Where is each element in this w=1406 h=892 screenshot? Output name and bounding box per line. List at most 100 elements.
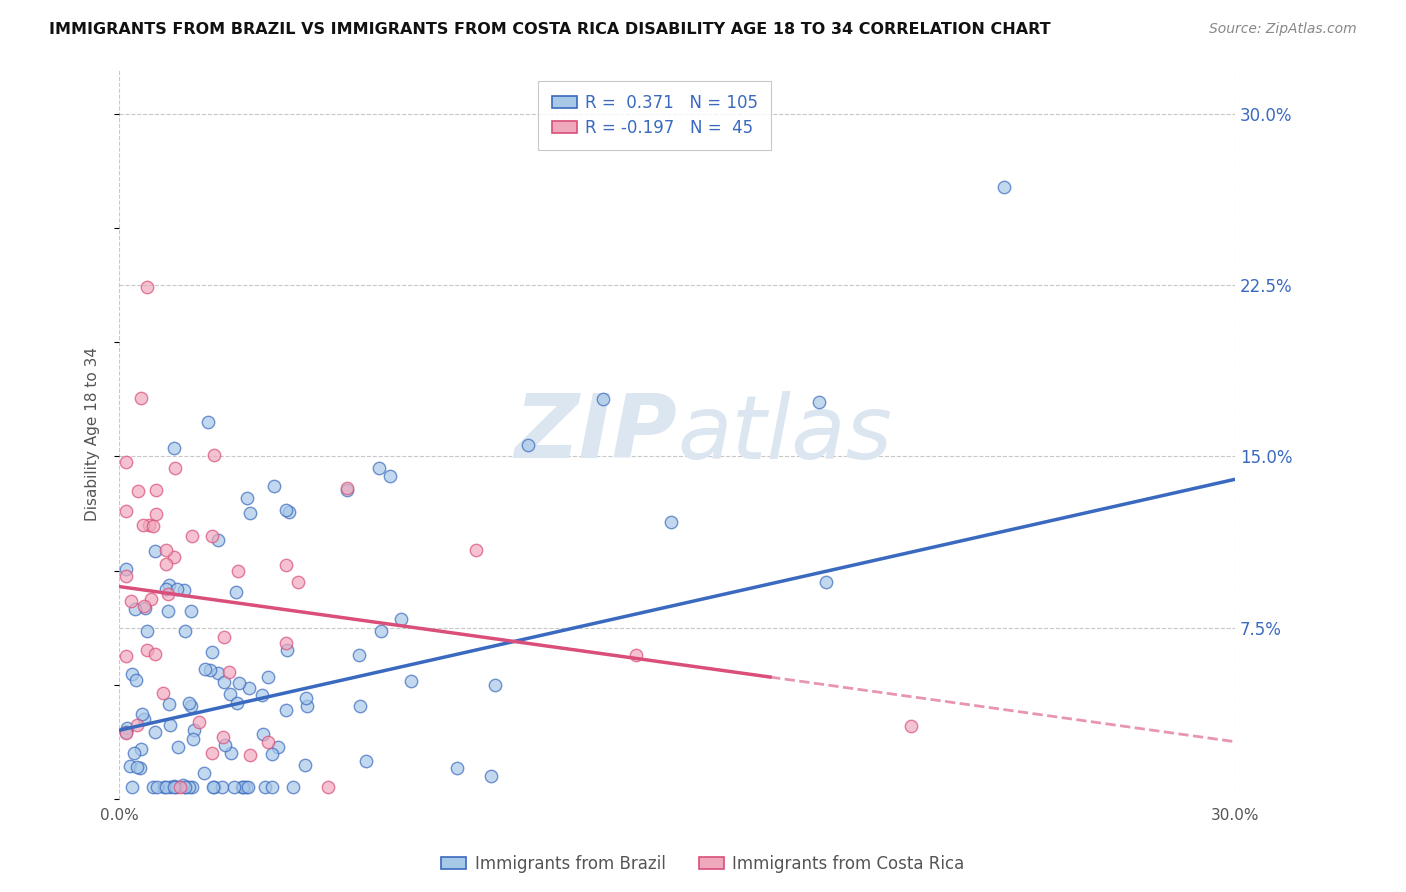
Point <box>267 739 290 754</box>
Point <box>180 604 202 618</box>
Point <box>129 392 152 406</box>
Point <box>399 674 422 689</box>
Point <box>129 761 152 775</box>
Point <box>115 649 138 664</box>
Point <box>316 780 339 795</box>
Point <box>125 673 148 687</box>
Point <box>155 780 177 795</box>
Point <box>127 760 149 774</box>
Point <box>239 506 262 520</box>
Point <box>136 624 159 638</box>
Point <box>183 723 205 738</box>
Point <box>145 483 167 497</box>
Point <box>169 780 191 795</box>
Point <box>121 780 143 795</box>
Point <box>194 662 217 676</box>
Point <box>349 699 371 714</box>
Point <box>368 461 391 475</box>
Point <box>115 504 138 518</box>
Point <box>465 543 488 558</box>
Point <box>257 670 280 684</box>
Point <box>129 741 152 756</box>
Point <box>283 780 305 795</box>
Point <box>517 438 540 452</box>
Point <box>202 448 225 462</box>
Point <box>145 507 167 521</box>
Point <box>143 647 166 661</box>
Point <box>278 505 301 519</box>
Point <box>141 592 163 607</box>
Point <box>115 455 138 469</box>
Point <box>155 582 177 596</box>
Point <box>336 481 359 495</box>
Point <box>659 516 682 530</box>
Point <box>214 675 236 690</box>
Point <box>235 491 257 505</box>
Text: IMMIGRANTS FROM BRAZIL VS IMMIGRANTS FROM COSTA RICA DISABILITY AGE 18 TO 34 COR: IMMIGRANTS FROM BRAZIL VS IMMIGRANTS FRO… <box>49 22 1050 37</box>
Point <box>252 727 274 741</box>
Point <box>262 780 284 795</box>
Point <box>295 691 318 706</box>
Point <box>239 748 262 763</box>
Point <box>446 761 468 775</box>
Point <box>172 778 194 792</box>
Y-axis label: Disability Age 18 to 34: Disability Age 18 to 34 <box>86 347 100 521</box>
Point <box>115 725 138 739</box>
Point <box>276 558 298 572</box>
Point <box>274 635 297 649</box>
Point <box>201 746 224 760</box>
Point <box>218 687 240 701</box>
Point <box>180 529 202 543</box>
Point <box>163 779 186 793</box>
Point <box>295 698 318 713</box>
Point <box>262 747 284 761</box>
Point <box>163 780 186 795</box>
Point <box>181 731 204 746</box>
Point <box>115 562 138 576</box>
Point <box>157 698 180 712</box>
Point <box>145 544 167 558</box>
Point <box>250 688 273 702</box>
Point <box>155 557 177 571</box>
Point <box>159 780 181 795</box>
Point <box>214 739 236 753</box>
Point <box>156 587 179 601</box>
Point <box>163 549 186 564</box>
Point <box>294 757 316 772</box>
Text: ZIP: ZIP <box>515 390 678 477</box>
Point <box>226 564 249 578</box>
Point <box>198 663 221 677</box>
Point <box>204 780 226 795</box>
Point <box>263 478 285 492</box>
Point <box>120 593 142 607</box>
Point <box>134 712 156 726</box>
Point <box>807 395 830 409</box>
Point <box>152 686 174 700</box>
Point <box>131 706 153 721</box>
Point <box>166 739 188 754</box>
Point <box>121 667 143 681</box>
Point <box>127 718 149 732</box>
Text: atlas: atlas <box>678 391 891 476</box>
Point <box>181 780 204 795</box>
Point <box>134 599 156 614</box>
Point <box>254 780 277 795</box>
Legend: Immigrants from Brazil, Immigrants from Costa Rica: Immigrants from Brazil, Immigrants from … <box>434 848 972 880</box>
Point <box>153 780 176 795</box>
Point <box>197 415 219 429</box>
Point <box>207 533 229 548</box>
Point <box>187 715 209 730</box>
Point <box>235 780 257 795</box>
Point <box>211 780 233 795</box>
Point <box>115 726 138 740</box>
Point <box>124 601 146 615</box>
Point <box>484 678 506 692</box>
Point <box>174 780 197 795</box>
Point <box>166 582 188 596</box>
Point <box>127 483 149 498</box>
Point <box>145 780 167 795</box>
Point <box>135 643 157 657</box>
Point <box>231 780 253 795</box>
Point <box>274 702 297 716</box>
Point <box>232 780 254 795</box>
